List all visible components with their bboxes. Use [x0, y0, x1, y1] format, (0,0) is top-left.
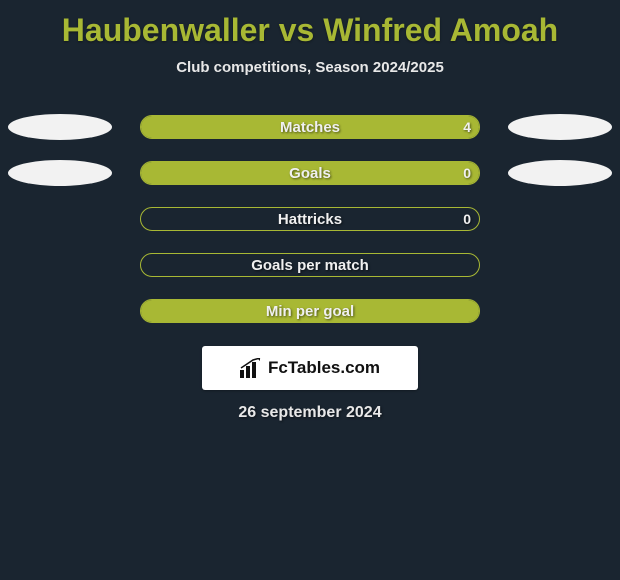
stat-bar: Hattricks 0: [140, 207, 480, 231]
source-logo-text: FcTables.com: [268, 358, 380, 378]
stat-label: Hattricks: [141, 208, 479, 230]
stat-label: Goals per match: [141, 254, 479, 276]
stat-bar-fill: [141, 116, 479, 138]
right-indicator-ellipse: [508, 160, 612, 186]
chart-icon: [240, 358, 262, 378]
stat-row: Hattricks 0: [0, 196, 620, 242]
right-indicator-ellipse: [508, 114, 612, 140]
stat-bar: Goals 0: [140, 161, 480, 185]
source-logo: FcTables.com: [202, 346, 418, 390]
date-label: 26 september 2024: [0, 404, 620, 422]
stat-row: Goals per match: [0, 242, 620, 288]
stat-value: 0: [463, 208, 471, 230]
stat-row: Min per goal: [0, 288, 620, 334]
stat-bar: Goals per match: [140, 253, 480, 277]
left-indicator-ellipse: [8, 160, 112, 186]
stat-row: Matches 4: [0, 104, 620, 150]
stat-bar: Matches 4: [140, 115, 480, 139]
page-title: Haubenwaller vs Winfred Amoah: [0, 0, 620, 49]
stat-bar-fill: [141, 162, 479, 184]
stat-bar-fill: [141, 300, 479, 322]
subtitle: Club competitions, Season 2024/2025: [0, 59, 620, 76]
stat-row: Goals 0: [0, 150, 620, 196]
stat-bar: Min per goal: [140, 299, 480, 323]
comparison-chart: Matches 4 Goals 0 Hattricks 0 Goals per …: [0, 104, 620, 334]
left-indicator-ellipse: [8, 114, 112, 140]
